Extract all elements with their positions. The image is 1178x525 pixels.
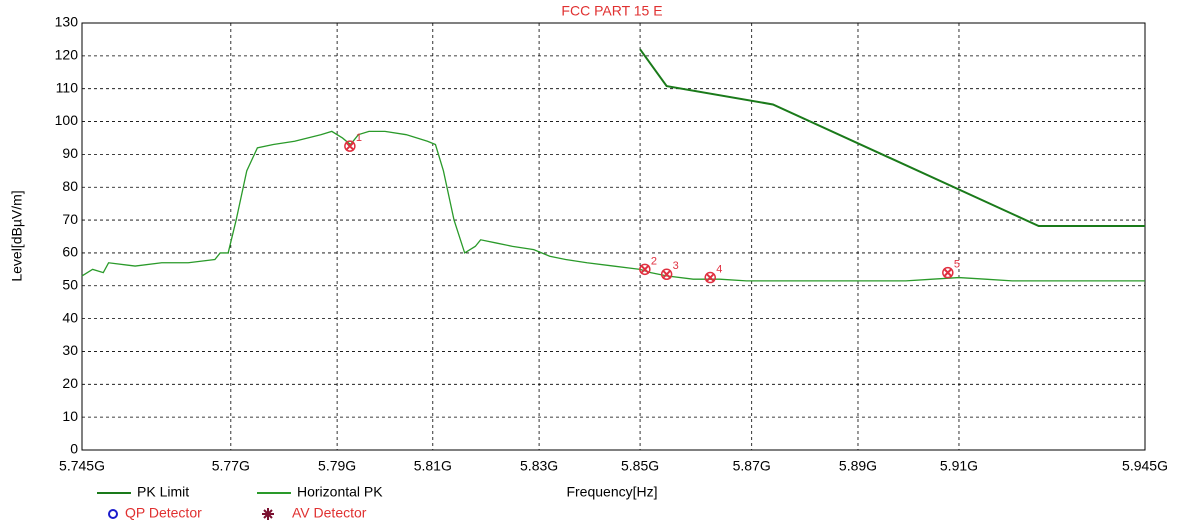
y-tick-label: 130 [55, 14, 79, 30]
y-tick-label: 60 [62, 244, 78, 260]
y-tick-label: 110 [56, 79, 79, 95]
x-tick-label: 5.79G [318, 458, 356, 474]
marker-circle [942, 266, 954, 279]
marker-label: 1 [356, 132, 362, 144]
legend-label: PK Limit [137, 484, 189, 500]
y-tick-label: 40 [62, 309, 78, 325]
plot-border [81, 22, 1146, 451]
legend-label: QP Detector [125, 505, 202, 521]
x-tick-label: 5.81G [414, 458, 452, 474]
y-tick-label: 30 [62, 342, 78, 358]
chart-title: FCC PART 15 E [561, 3, 662, 19]
x-tick-label: 5.83G [520, 458, 558, 474]
legend-swatch [108, 509, 118, 519]
legend-swatch [262, 508, 274, 520]
series-line [639, 48, 1145, 227]
y-tick-label: 90 [62, 145, 78, 161]
marker-cross [705, 272, 715, 283]
marker-cross [640, 264, 650, 275]
marker-cross [943, 267, 953, 278]
y-tick-label: 70 [62, 211, 78, 227]
series-line [81, 130, 1145, 282]
y-tick-label: 120 [55, 47, 79, 63]
legend-label: AV Detector [292, 505, 367, 521]
marker-label: 5 [954, 259, 960, 271]
legend-label: Horizontal PK [297, 484, 383, 500]
y-axis-label: Level[dBµV/m] [9, 190, 25, 281]
marker-cross [661, 269, 672, 279]
x-axis-label: Frequency[Hz] [566, 484, 657, 500]
x-tick-label: 5.745G [59, 458, 105, 474]
marker-circle [639, 263, 651, 276]
y-tick-label: 50 [62, 276, 78, 292]
marker-cross [345, 141, 355, 151]
x-tick-label: 5.945G [1122, 458, 1168, 474]
x-tick-label: 5.89G [839, 458, 877, 474]
marker-circle [660, 268, 673, 281]
y-tick-label: 20 [62, 375, 78, 391]
marker-label: 3 [673, 260, 679, 272]
y-tick-label: 80 [62, 178, 78, 194]
y-tick-label: 0 [70, 441, 78, 457]
x-tick-label: 5.77G [212, 458, 250, 474]
x-tick-label: 5.87G [733, 458, 771, 474]
y-tick-label: 10 [62, 408, 78, 424]
x-tick-label: 5.85G [621, 458, 659, 474]
x-tick-label: 5.91G [940, 458, 978, 474]
marker-circle [704, 271, 716, 284]
y-tick-label: 100 [55, 112, 79, 128]
marker-circle [344, 140, 356, 152]
marker-label: 4 [716, 263, 722, 275]
marker-label: 2 [651, 255, 657, 267]
